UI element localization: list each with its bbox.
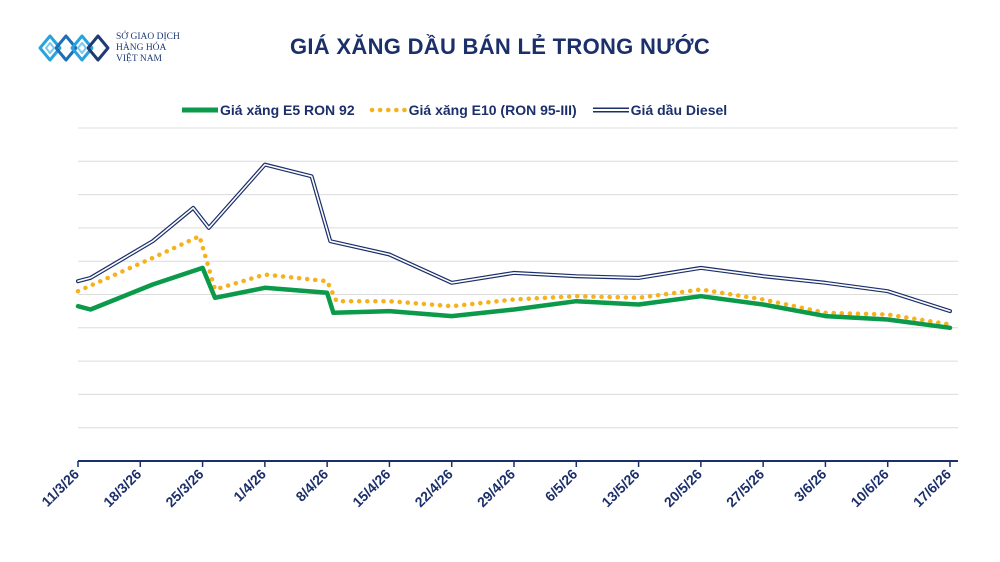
legend-item-e5: Giá xăng E5 RON 92 (180, 102, 355, 118)
legend-label-e10: Giá xăng E10 (RON 95-III) (408, 102, 577, 118)
logo-line-2: HÀNG HÓA (116, 42, 167, 53)
series-lines (75, 162, 953, 331)
x-tick-label: 1/4/26 (230, 466, 269, 505)
logo-line-1: SỞ GIAO DỊCH (116, 31, 180, 42)
x-tick-label: 8/4/26 (292, 466, 331, 505)
legend-label-e5: Giá xăng E5 RON 92 (220, 102, 355, 118)
legend-swatch-e10 (369, 107, 409, 113)
legend-swatch-diesel (592, 107, 629, 113)
logo: SỞ GIAO DỊCH HÀNG HÓA VIỆT NAM (36, 30, 180, 66)
x-tick-label: 11/3/26 (38, 466, 82, 510)
x-tick-label: 20/5/26 (661, 466, 705, 510)
x-tick-label: 10/6/26 (847, 466, 891, 510)
series-line-diesel (76, 162, 952, 314)
chart-legend: Giá xăng E5 RON 92 Giá xăng E10 (RON 95-… (180, 102, 741, 118)
x-tick-label: 3/6/26 (791, 466, 830, 505)
chart-title: GIÁ XĂNG DẦU BÁN LẺ TRONG NƯỚC (289, 34, 711, 59)
x-tick-labels: 11/3/26 18/3/26 25/3/26 1/4/26 8/4/26 15/4/26… (38, 461, 954, 510)
x-tick-label: 13/5/26 (598, 466, 642, 510)
x-tick-label: 22/4/26 (411, 466, 455, 510)
x-tick-label: 15/4/26 (349, 466, 393, 510)
legend-item-diesel: Giá dầu Diesel (591, 102, 727, 118)
x-tick-label: 29/4/26 (474, 466, 518, 510)
x-tick-label: 17/6/26 (910, 466, 954, 510)
logo-mark-icon (38, 34, 110, 62)
series-line-e10 (75, 233, 953, 327)
legend-item-e10: Giá xăng E10 (RON 95-III) (369, 102, 577, 118)
x-tick-label: 25/3/26 (162, 466, 206, 510)
series-line-e5 (75, 265, 953, 331)
series-line-diesel-inner (77, 163, 951, 312)
series-0 (75, 265, 953, 331)
logo-text: SỞ GIAO DỊCH HÀNG HÓA VIỆT NAM (116, 32, 180, 65)
series-2 (76, 162, 952, 314)
x-tick-label: 18/3/26 (100, 466, 144, 510)
grid-lines (78, 127, 958, 462)
legend-swatch-e5 (182, 107, 218, 113)
logo-line-3: VIỆT NAM (116, 53, 163, 64)
series-1 (75, 233, 953, 327)
x-tick-label: 6/5/26 (542, 466, 581, 505)
x-tick-label: 27/5/26 (723, 466, 767, 510)
legend-label-diesel: Giá dầu Diesel (630, 102, 728, 118)
